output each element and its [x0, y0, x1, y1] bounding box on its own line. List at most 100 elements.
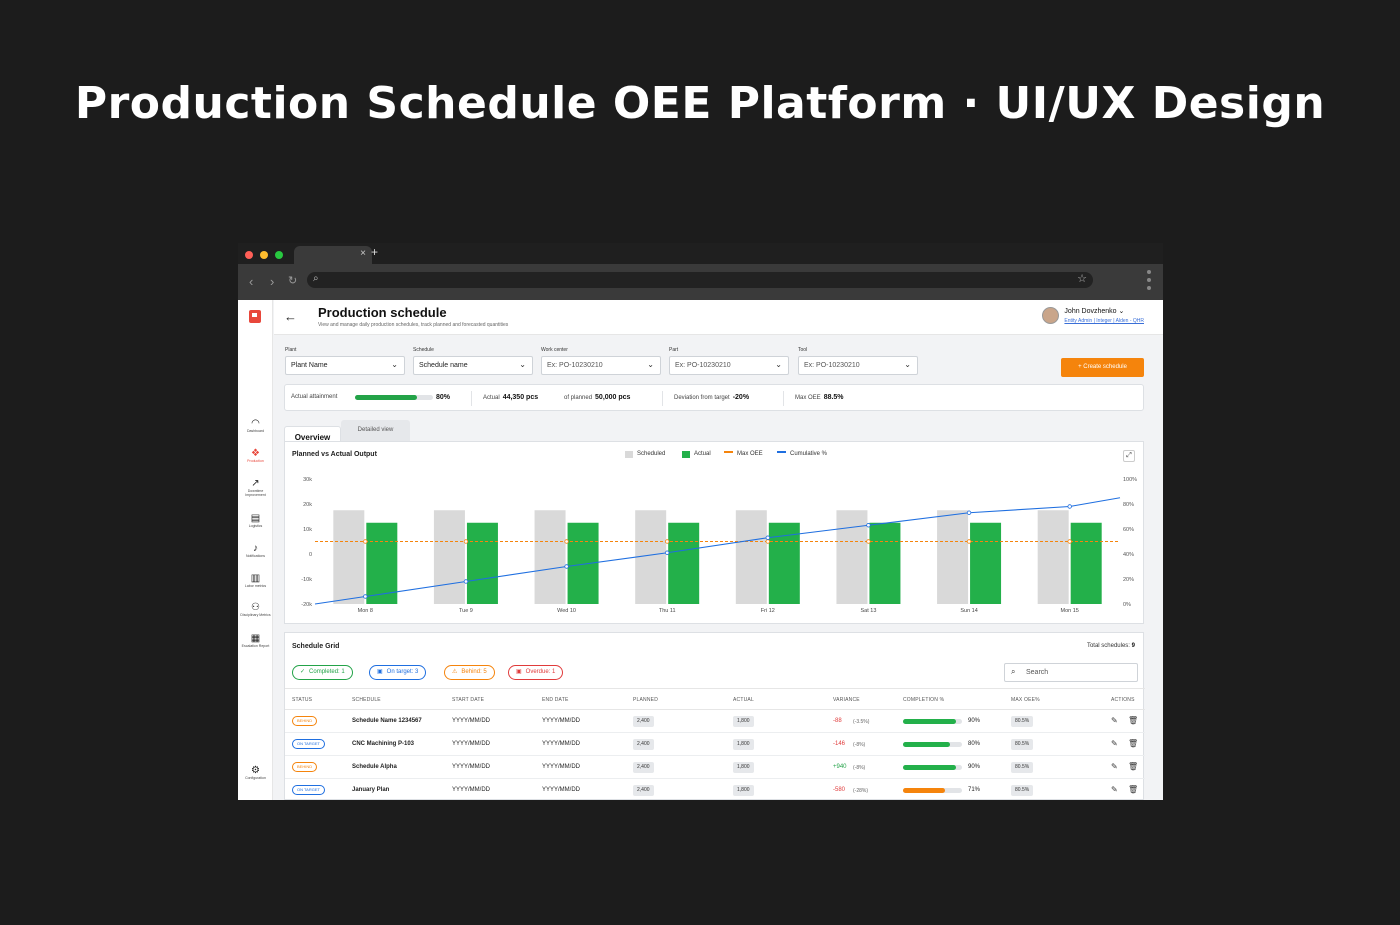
sidebar-item-disciplinary-metrics[interactable]: ⚇ Disciplinary Metrics	[238, 602, 273, 617]
filter-select[interactable]: Ex: PO-10230210 ⌄	[541, 356, 661, 375]
column-header[interactable]: VARIANCE	[833, 697, 860, 703]
max-oee-point	[664, 539, 670, 544]
schedule-name[interactable]: January Plan	[352, 787, 390, 793]
column-header[interactable]: COMPLETION %	[903, 697, 945, 703]
filter-select[interactable]: Plant Name ⌄	[285, 356, 405, 375]
delete-icon[interactable]: 🗑	[1128, 716, 1139, 725]
column-header[interactable]: MAX OEE%	[1011, 697, 1040, 703]
schedule-name[interactable]: CNC Machining P-103	[352, 741, 415, 747]
address-bar[interactable]: ⌕ ☆	[307, 272, 1093, 288]
column-header[interactable]: SCHEDULE	[352, 697, 381, 703]
y-tick-left: 10k	[303, 527, 312, 533]
user-name[interactable]: John Dovzhenko	[1064, 308, 1117, 315]
column-header[interactable]: END DATE	[542, 697, 569, 703]
bar-actual	[768, 522, 800, 604]
sidebar-item-dashboard[interactable]: ◠ Dashboard	[238, 418, 273, 433]
edit-icon[interactable]: ✎	[1111, 739, 1118, 748]
column-header[interactable]: PLANNED	[633, 697, 659, 703]
completion-progress	[903, 788, 962, 793]
column-header[interactable]: ACTIONS	[1111, 697, 1135, 703]
browser-tab[interactable]: ×	[294, 246, 372, 264]
user-role-link[interactable]: Entity Admin | Integer | Alden - QHR	[1064, 318, 1144, 324]
filter-select[interactable]: Schedule name ⌄	[413, 356, 533, 375]
user-menu[interactable]: John Dovzhenko ⌄ Entity Admin | Integer …	[1042, 307, 1144, 329]
sidebar-item-labor-metrics[interactable]: ▥ Labor metrics	[238, 573, 273, 588]
table-row[interactable]: ON TARGET CNC Machining P-103 YYYY/MM/DD YY…	[285, 733, 1145, 756]
document-icon: ▦	[250, 633, 261, 644]
status-pill-icon: ▣	[516, 669, 522, 675]
legend-cumulative: Cumulative %	[777, 451, 827, 457]
schedule-name[interactable]: Schedule Name 1234567	[352, 718, 422, 724]
completion-progress	[903, 719, 962, 724]
table-row[interactable]: BEHIND Schedule Alpha YYYY/MM/DD YYYY/MM/DD…	[285, 756, 1145, 779]
x-tick: Mon 15	[1061, 608, 1079, 614]
y-tick-right: 20%	[1123, 577, 1134, 583]
table-row[interactable]: ON TARGET January Plan YYYY/MM/DD YYYY/MM/D…	[285, 779, 1145, 800]
create-schedule-button[interactable]: + Create schedule	[1061, 358, 1144, 377]
bar-actual	[366, 522, 398, 604]
status-pill-overdue[interactable]: ▣ Overdue: 1	[508, 665, 564, 680]
search-input[interactable]: ⌕ Search	[1004, 663, 1138, 682]
column-header[interactable]: ACTUAL	[733, 697, 754, 703]
avatar[interactable]	[1042, 307, 1060, 324]
bell-icon: ♪	[253, 543, 258, 554]
table-row[interactable]: BEHIND Schedule Name 1234567 YYYY/MM/DD YYY…	[285, 710, 1145, 733]
close-window-dot[interactable]	[245, 251, 253, 259]
minimize-window-dot[interactable]	[260, 251, 268, 259]
y-tick-left: -10k	[301, 577, 312, 583]
back-icon[interactable]: ‹	[249, 274, 254, 289]
forward-icon[interactable]: ›	[270, 274, 275, 289]
status-pill-behind[interactable]: ⚠ Behind: 5	[444, 665, 495, 680]
x-tick: Wed 10	[557, 608, 576, 614]
edit-icon[interactable]: ✎	[1111, 785, 1118, 794]
status-pill-icon: ▣	[377, 669, 383, 675]
delete-icon[interactable]: 🗑	[1128, 739, 1139, 748]
edit-icon[interactable]: ✎	[1111, 762, 1118, 771]
bookmark-star-icon[interactable]: ☆	[1077, 273, 1087, 285]
app-logo[interactable]	[249, 310, 261, 323]
table-header: STATUS SCHEDULE START DATE END DATE PLANNED A…	[285, 688, 1145, 710]
bar-actual	[970, 522, 1002, 604]
sidebar-item-escalation-report[interactable]: ▦ Escalation Report	[238, 633, 273, 648]
delete-icon[interactable]: 🗑	[1128, 785, 1139, 794]
start-date: YYYY/MM/DD	[452, 718, 491, 724]
chevron-down-icon[interactable]: ⌄	[1118, 308, 1125, 315]
delete-icon[interactable]: 🗑	[1128, 762, 1139, 771]
column-header[interactable]: START DATE	[452, 697, 485, 703]
actual-value: 1,800	[733, 716, 754, 727]
tab-close-icon[interactable]: ×	[360, 248, 366, 259]
tab-detailed-view[interactable]: Detailed view	[341, 420, 410, 441]
bar-actual	[466, 522, 498, 604]
completion-percent: 80%	[968, 741, 981, 747]
back-arrow-icon[interactable]: ←	[284, 309, 297, 324]
sidebar-item-configuration[interactable]: ⚙ Configuration	[238, 765, 273, 780]
max-oee-point	[765, 539, 771, 544]
sidebar-item-downtime-improvement[interactable]: ↗ Downtime Improvement	[238, 478, 273, 497]
filter-select[interactable]: Ex: PO-10230210 ⌄	[669, 356, 789, 375]
browser-menu-icon[interactable]	[1147, 270, 1151, 294]
sidebar-item-notifications[interactable]: ♪ Notifications	[238, 543, 273, 558]
status-pill-completed[interactable]: ✓ Completed: 1	[292, 665, 353, 680]
status-badge: ON TARGET	[292, 785, 325, 795]
column-header[interactable]: STATUS	[292, 697, 313, 703]
planned-value: 2,400	[633, 716, 654, 727]
filter-select[interactable]: Ex: PO-10230210 ⌄	[798, 356, 918, 375]
edit-icon[interactable]: ✎	[1111, 716, 1118, 725]
sidebar-item-label: Labor metrics	[244, 584, 267, 588]
expand-chart-icon[interactable]: ⤢	[1123, 450, 1135, 462]
maximize-window-dot[interactable]	[275, 251, 283, 259]
bar-actual	[1070, 522, 1102, 604]
cumulative-point	[1067, 504, 1072, 509]
new-tab-icon[interactable]: +	[371, 245, 379, 259]
schedule-name[interactable]: Schedule Alpha	[352, 764, 397, 770]
grid-title: Schedule Grid	[292, 643, 340, 650]
sidebar-item-logistics[interactable]: ▤ Logistics	[238, 513, 273, 528]
reload-icon[interactable]: ↻	[288, 275, 298, 287]
max-oee-point	[463, 539, 469, 544]
status-pill-on-target[interactable]: ▣ On target: 3	[369, 665, 427, 680]
sidebar-item-label: Configuration	[245, 776, 266, 780]
bar-scheduled	[333, 510, 365, 604]
sidebar-item-production[interactable]: ❖ Production	[238, 448, 273, 463]
search-icon: ⌕	[1011, 667, 1016, 676]
deviation: Deviation from target -20%	[674, 394, 750, 401]
